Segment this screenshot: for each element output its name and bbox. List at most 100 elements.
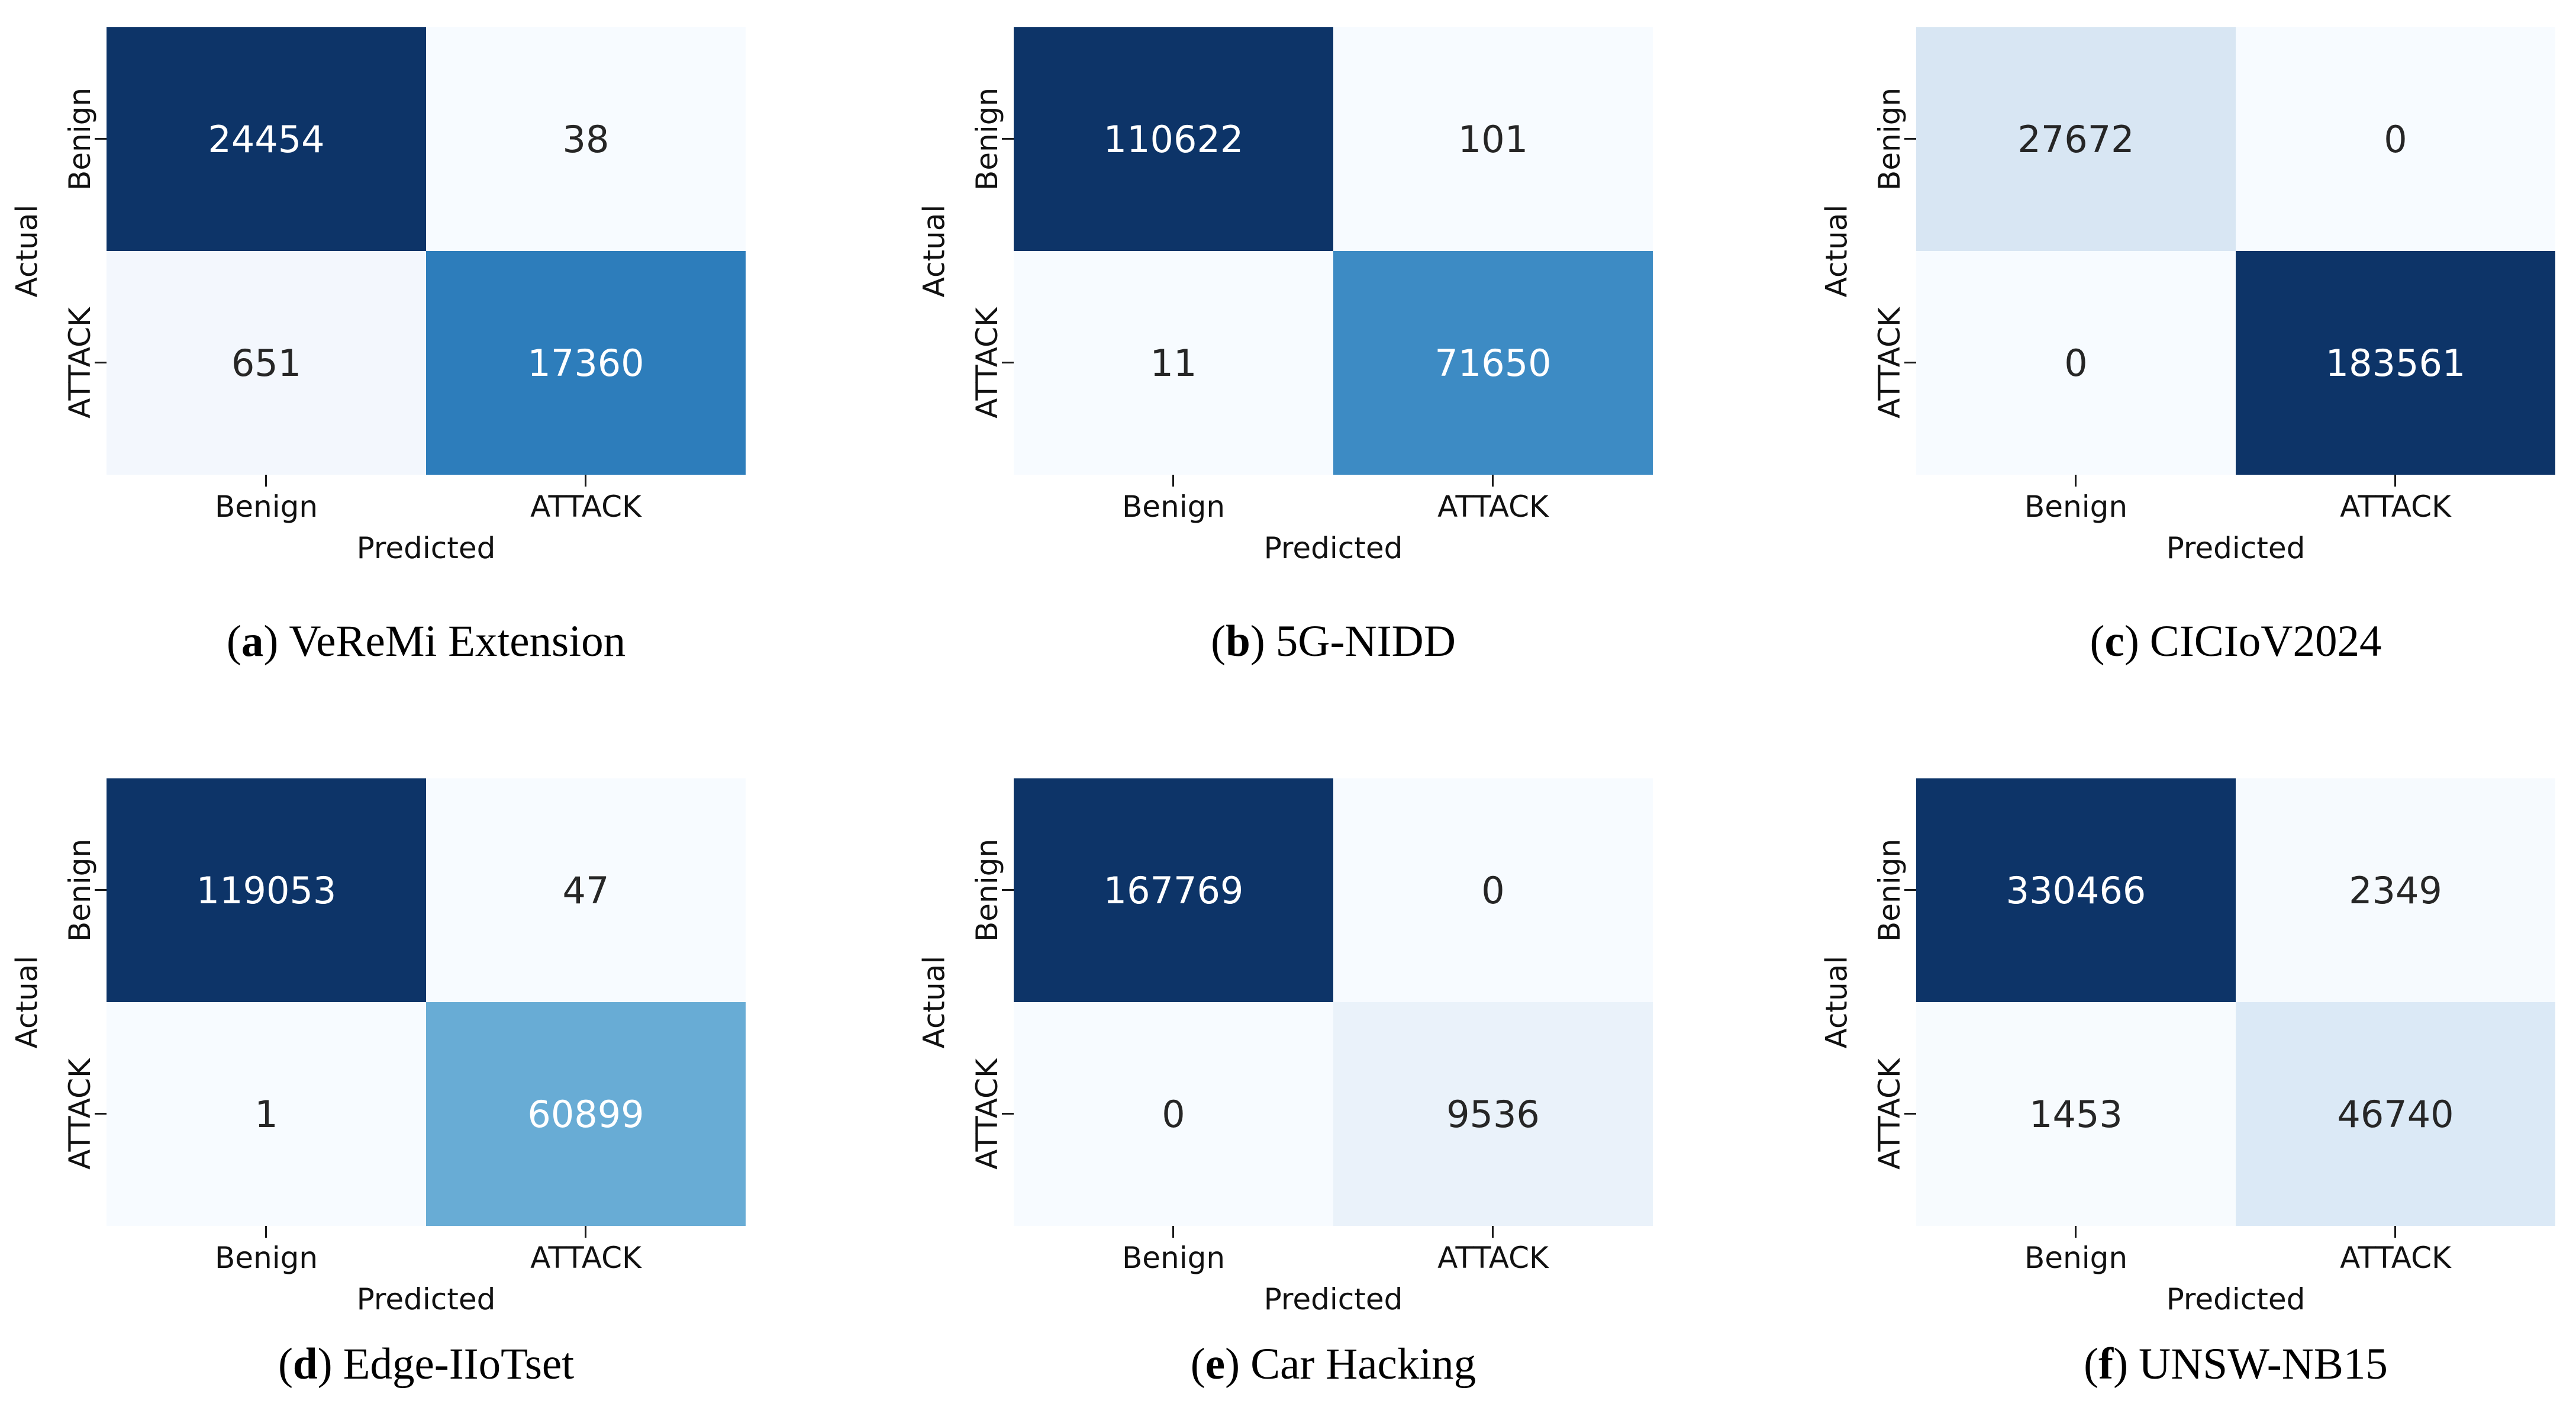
caption-letter: (d) bbox=[278, 1340, 333, 1389]
matrix-cell-r0c1: 47 bbox=[426, 778, 746, 1002]
matrix-cell-r1c0: 11 bbox=[1014, 251, 1333, 475]
matrix-cell-r0c1: 2349 bbox=[2236, 778, 2555, 1002]
cell-value: 17360 bbox=[527, 341, 644, 385]
y-tick-label-attack: ATTACK bbox=[63, 307, 98, 418]
plot-area: Actual Benign ATTACK 110622 101 11 71 bbox=[907, 0, 1717, 668]
y-tick-label-attack: ATTACK bbox=[1872, 307, 1907, 418]
confusion-matrix-panel: Actual Benign ATTACK 119053 47 1 6089 bbox=[0, 712, 859, 1423]
matrix-column: 110622 101 11 71650 Benign ATTACK Predic… bbox=[1002, 27, 1653, 668]
y-tick-column: Benign ATTACK bbox=[53, 27, 107, 475]
cell-value: 0 bbox=[1481, 868, 1505, 912]
matrix-cell-r0c1: 101 bbox=[1333, 27, 1653, 251]
matrix-column: 167769 0 0 9536 Benign ATTACK Predicted bbox=[1002, 778, 1653, 1391]
y-tick-label-benign: Benign bbox=[970, 838, 1005, 942]
matrix-column: 119053 47 1 60899 Benign ATTACK Predicte… bbox=[95, 778, 746, 1391]
panel-caption: (d) Edge-IIoTset bbox=[107, 1338, 746, 1391]
y-tick-mark bbox=[1904, 362, 1916, 363]
y-axis-label-column: Actual bbox=[1810, 27, 1863, 475]
matrix-cell-r1c0: 0 bbox=[1014, 1002, 1333, 1226]
y-axis-label-column: Actual bbox=[0, 778, 53, 1226]
y-axis-label: Actual bbox=[9, 204, 44, 298]
x-tick-row: Benign ATTACK bbox=[107, 490, 746, 524]
matrix-cell-r0c0: 110622 bbox=[1014, 27, 1333, 251]
cell-value: 167769 bbox=[1103, 868, 1244, 912]
matrix-cell-r1c0: 1 bbox=[107, 1002, 426, 1226]
y-tick-mark bbox=[95, 362, 107, 363]
matrix-cell-r0c1: 0 bbox=[1333, 778, 1653, 1002]
cell-value: 101 bbox=[1458, 117, 1529, 161]
x-tick-label-attack: ATTACK bbox=[2340, 1241, 2451, 1275]
y-tick-mark bbox=[95, 889, 107, 891]
matrix-column: 24454 38 651 17360 Benign ATTACK Predict… bbox=[95, 27, 746, 668]
y-tick-label-attack: ATTACK bbox=[1872, 1058, 1907, 1170]
matrix-cell-r0c1: 38 bbox=[426, 27, 746, 251]
x-tick-row: Benign ATTACK bbox=[107, 1241, 746, 1276]
x-tick-row: Benign ATTACK bbox=[1916, 490, 2555, 524]
y-tick-column: Benign ATTACK bbox=[960, 27, 1014, 475]
matrix-cell-r0c0: 330466 bbox=[1916, 778, 2236, 1002]
cell-value: 71650 bbox=[1434, 341, 1552, 385]
plot-area: Actual Benign ATTACK 27672 0 0 183561 bbox=[1810, 0, 2576, 668]
y-tick-mark bbox=[95, 138, 107, 140]
confusion-matrix-panel: Actual Benign ATTACK 27672 0 0 183561 bbox=[1717, 0, 2576, 712]
x-tick-row: Benign ATTACK bbox=[1014, 490, 1653, 524]
heatmap-matrix: 110622 101 11 71650 bbox=[1002, 27, 1653, 487]
matrix-cell-r0c0: 27672 bbox=[1916, 27, 2236, 251]
panel-caption: (a) VeReMi Extension bbox=[107, 615, 746, 668]
x-tick-mark bbox=[1172, 1226, 1174, 1238]
confusion-matrix-panel: Actual Benign ATTACK 330466 2349 1453 bbox=[1717, 712, 2576, 1423]
cell-value: 651 bbox=[231, 341, 302, 385]
x-tick-mark bbox=[2075, 1226, 2077, 1238]
y-tick-mark bbox=[95, 1113, 107, 1115]
heatmap-matrix: 24454 38 651 17360 bbox=[95, 27, 746, 487]
matrix-cell-r1c1: 60899 bbox=[426, 1002, 746, 1226]
confusion-matrix-panel: Actual Benign ATTACK 110622 101 11 71 bbox=[859, 0, 1717, 712]
caption-letter: (e) bbox=[1190, 1340, 1240, 1389]
cell-value: 24454 bbox=[208, 117, 325, 161]
y-tick-column: Benign ATTACK bbox=[960, 778, 1014, 1226]
heatmap-matrix: 167769 0 0 9536 bbox=[1002, 778, 1653, 1238]
cell-value: 11 bbox=[1150, 341, 1197, 385]
cell-value: 38 bbox=[562, 117, 610, 161]
x-tick-label-benign: Benign bbox=[1121, 1241, 1226, 1275]
matrix-column: 330466 2349 1453 46740 Benign ATTACK Pre… bbox=[1904, 778, 2555, 1391]
matrix-cell-r0c0: 167769 bbox=[1014, 778, 1333, 1002]
x-tick-label-attack: ATTACK bbox=[2340, 490, 2451, 524]
caption-letter: (f) bbox=[2084, 1340, 2129, 1389]
x-tick-mark bbox=[585, 475, 586, 487]
caption-dataset-name: UNSW-NB15 bbox=[2139, 1340, 2388, 1389]
y-axis-label: Actual bbox=[1819, 955, 1854, 1049]
x-axis-label: Predicted bbox=[2166, 530, 2306, 565]
matrix-column: 27672 0 0 183561 Benign ATTACK Predicted bbox=[1904, 27, 2555, 668]
x-tick-mark bbox=[2075, 475, 2077, 487]
cell-value: 0 bbox=[2064, 341, 2088, 385]
x-tick-mark bbox=[2394, 1226, 2396, 1238]
y-tick-mark bbox=[1002, 889, 1014, 891]
panel-caption: (c) CICIoV2024 bbox=[1916, 615, 2555, 668]
caption-letter: (a) bbox=[226, 617, 279, 666]
matrix-cell-r0c0: 24454 bbox=[107, 27, 426, 251]
x-tick-mark bbox=[2394, 475, 2396, 487]
cell-value: 330466 bbox=[2006, 868, 2146, 912]
x-tick-label-attack: ATTACK bbox=[530, 1241, 641, 1275]
caption-dataset-name: VeReMi Extension bbox=[289, 617, 626, 666]
x-tick-label-benign: Benign bbox=[214, 490, 318, 524]
caption-letter: (b) bbox=[1211, 617, 1265, 666]
cell-value: 60899 bbox=[527, 1092, 644, 1136]
caption-dataset-name: 5G-NIDD bbox=[1275, 617, 1456, 666]
cell-value: 47 bbox=[562, 868, 610, 912]
y-axis-label: Actual bbox=[9, 955, 44, 1049]
matrix-cell-r0c1: 0 bbox=[2236, 27, 2555, 251]
x-axis-label: Predicted bbox=[356, 1282, 496, 1316]
confusion-matrix-panel: Actual Benign ATTACK 24454 38 651 173 bbox=[0, 0, 859, 712]
y-tick-label-benign: Benign bbox=[1872, 838, 1907, 942]
x-axis-label: Predicted bbox=[2166, 1282, 2306, 1316]
y-tick-mark bbox=[1002, 1113, 1014, 1115]
cell-value: 183561 bbox=[2325, 341, 2466, 385]
x-tick-label-benign: Benign bbox=[2024, 1241, 2128, 1275]
y-tick-mark bbox=[1904, 138, 1916, 140]
y-axis-label: Actual bbox=[917, 955, 952, 1049]
y-tick-mark bbox=[1904, 889, 1916, 891]
y-axis-label: Actual bbox=[1819, 204, 1854, 298]
y-axis-label-column: Actual bbox=[0, 27, 53, 475]
